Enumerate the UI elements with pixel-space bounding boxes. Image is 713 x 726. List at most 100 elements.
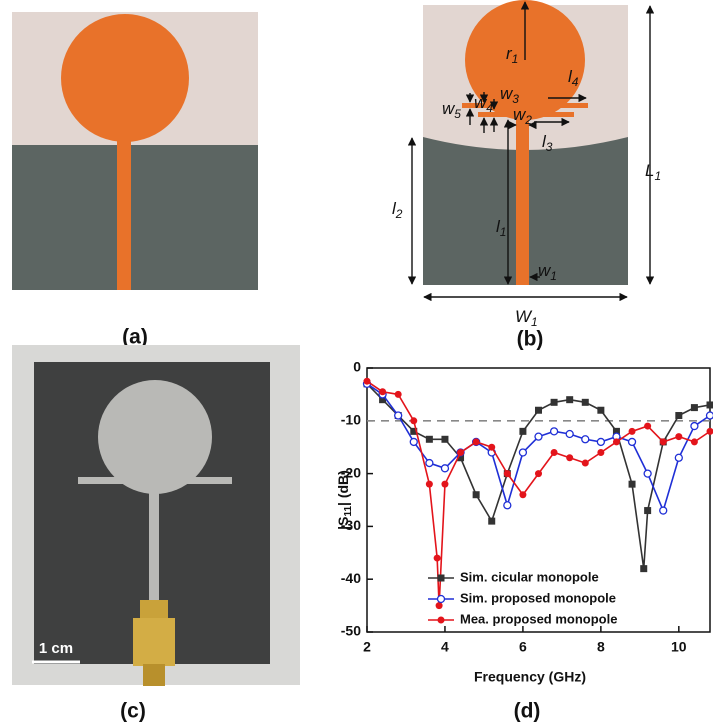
marker bbox=[457, 449, 464, 456]
figure: (a) r1w5w4w3l4w2l3L1l2l1w1W1 (b) bbox=[0, 0, 713, 726]
legend-label: Sim. proposed monopole bbox=[460, 590, 616, 605]
marker bbox=[644, 470, 651, 477]
dimension-label-sub: 3 bbox=[546, 140, 553, 154]
y-axis-label-sub: 11 bbox=[343, 506, 354, 517]
dimension-label-sub: 1 bbox=[550, 269, 557, 283]
marker bbox=[488, 518, 495, 525]
marker bbox=[441, 481, 448, 488]
marker bbox=[535, 407, 542, 414]
legend-marker bbox=[438, 575, 445, 582]
marker bbox=[707, 401, 713, 408]
legend-marker bbox=[438, 617, 445, 624]
marker bbox=[364, 378, 371, 385]
antenna-photo bbox=[12, 345, 300, 686]
chart: 2468100-10-20-30-40-50Sim. cicular monop… bbox=[341, 359, 713, 655]
marker bbox=[566, 396, 573, 403]
dimension-label: L1 bbox=[645, 161, 661, 183]
dimension-label-sub: 4 bbox=[572, 75, 579, 89]
dimension-label-sub: 1 bbox=[500, 225, 507, 239]
marker bbox=[379, 388, 386, 395]
marker bbox=[551, 428, 558, 435]
scale-bar-label: 1 cm bbox=[39, 640, 73, 657]
marker bbox=[691, 438, 698, 445]
dimension-label-sub: 1 bbox=[654, 169, 661, 183]
marker bbox=[707, 412, 713, 419]
marker bbox=[551, 449, 558, 456]
marker bbox=[582, 436, 589, 443]
marker bbox=[640, 565, 647, 572]
panel-label: (c) bbox=[120, 700, 146, 723]
y-tick-label: -10 bbox=[341, 412, 361, 428]
marker bbox=[582, 460, 589, 467]
dimension-label-sub: 5 bbox=[454, 107, 461, 121]
marker bbox=[434, 555, 441, 562]
x-tick-label: 10 bbox=[671, 639, 687, 655]
panel-label: (b) bbox=[517, 328, 544, 351]
marker bbox=[691, 404, 698, 411]
marker bbox=[597, 438, 604, 445]
marker bbox=[566, 431, 573, 438]
x-tick-label: 2 bbox=[363, 639, 371, 655]
x-tick-label: 4 bbox=[441, 639, 449, 655]
legend-label: Sim. cicular monopole bbox=[460, 569, 599, 584]
y-axis-label-part: | (dB) bbox=[335, 470, 351, 506]
legend-marker bbox=[438, 596, 445, 603]
y-tick-label: 0 bbox=[353, 359, 361, 375]
x-tick-label: 8 bbox=[597, 639, 605, 655]
marker bbox=[613, 438, 620, 445]
marker bbox=[395, 391, 402, 398]
marker bbox=[535, 433, 542, 440]
dimension-label-sub: 1 bbox=[512, 52, 519, 66]
x-axis-label: Frequency (GHz) bbox=[474, 669, 586, 685]
dimension-label-sub: 3 bbox=[512, 92, 519, 106]
marker bbox=[441, 465, 448, 472]
marker bbox=[629, 481, 636, 488]
legend-label: Mea. proposed monopole bbox=[460, 611, 617, 626]
dimension-label: W1 bbox=[515, 307, 538, 329]
marker bbox=[426, 436, 433, 443]
marker bbox=[535, 470, 542, 477]
marker bbox=[644, 507, 651, 514]
marker bbox=[519, 449, 526, 456]
antenna-a bbox=[12, 12, 258, 290]
x-tick-label: 6 bbox=[519, 639, 527, 655]
marker bbox=[395, 412, 402, 419]
marker bbox=[504, 470, 511, 477]
dimension-label-sub: 2 bbox=[395, 207, 403, 221]
marker bbox=[473, 438, 480, 445]
marker bbox=[441, 436, 448, 443]
dimension-label-base: L bbox=[645, 161, 654, 180]
marker bbox=[551, 399, 558, 406]
marker bbox=[675, 433, 682, 440]
marker bbox=[426, 481, 433, 488]
y-tick-label: -50 bbox=[341, 623, 361, 639]
marker bbox=[488, 444, 495, 451]
y-axis-label-part: |S bbox=[335, 517, 351, 530]
antenna-b bbox=[412, 0, 650, 297]
dimension-label-sub: 4 bbox=[486, 101, 493, 115]
marker bbox=[582, 399, 589, 406]
marker bbox=[436, 602, 443, 609]
marker bbox=[426, 460, 433, 467]
marker bbox=[691, 423, 698, 430]
marker bbox=[597, 449, 604, 456]
marker bbox=[504, 502, 511, 509]
marker bbox=[566, 454, 573, 461]
panel-label: (d) bbox=[514, 700, 541, 723]
marker bbox=[473, 491, 480, 498]
marker bbox=[629, 428, 636, 435]
marker bbox=[519, 428, 526, 435]
marker bbox=[660, 507, 667, 514]
marker bbox=[675, 454, 682, 461]
marker bbox=[597, 407, 604, 414]
marker bbox=[660, 438, 667, 445]
series-line bbox=[367, 384, 710, 511]
marker bbox=[675, 412, 682, 419]
dimension-label: l2 bbox=[392, 199, 403, 221]
marker bbox=[644, 423, 651, 430]
marker bbox=[519, 491, 526, 498]
marker bbox=[410, 438, 417, 445]
marker bbox=[410, 417, 417, 424]
y-tick-label: -40 bbox=[341, 570, 361, 586]
dimension-label-sub: 2 bbox=[524, 113, 532, 127]
